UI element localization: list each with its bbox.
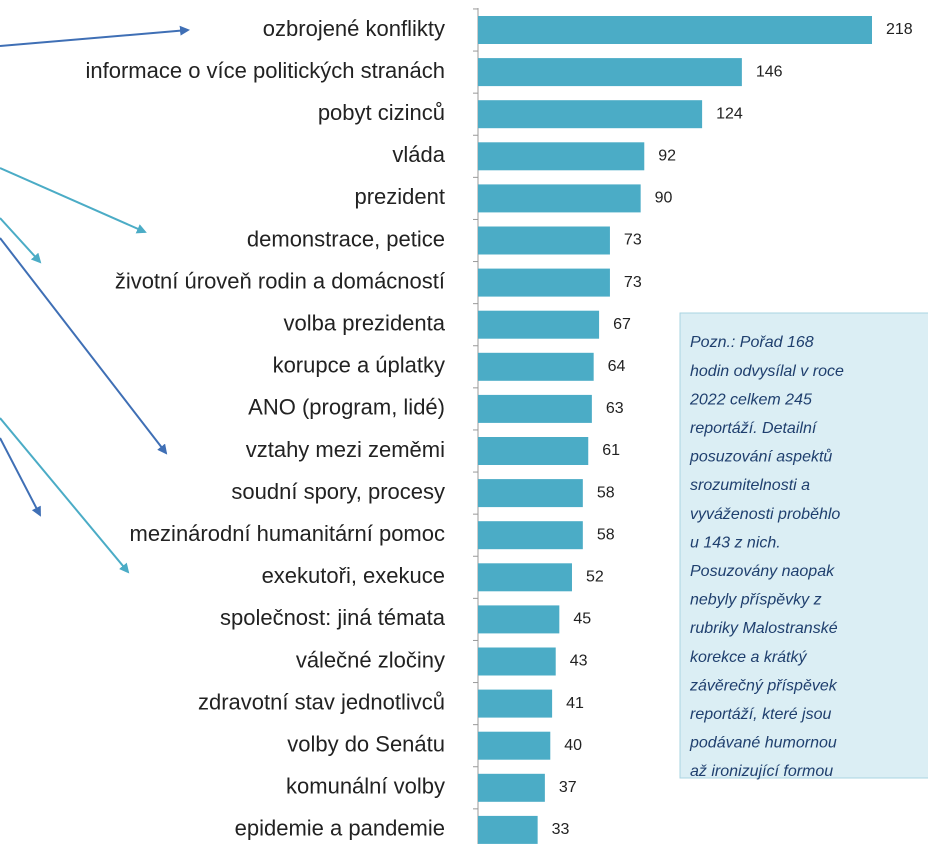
bar (478, 184, 641, 213)
category-label: prezident (354, 184, 445, 209)
bar (478, 437, 589, 465)
category-label: informace o více politických stranách (86, 58, 446, 83)
bar (478, 689, 553, 718)
value-label: 73 (624, 274, 642, 291)
note-line: nebyly příspěvky z (690, 592, 822, 609)
value-label: 90 (655, 190, 673, 207)
value-label: 45 (573, 611, 591, 628)
category-label: exekutoři, exekuce (262, 563, 445, 588)
note-line: reportáží. Detailní (690, 420, 818, 437)
bar (478, 310, 600, 339)
category-label: epidemie a pandemie (235, 816, 445, 841)
value-label: 37 (559, 779, 577, 796)
bar (478, 394, 592, 423)
value-label: 73 (624, 232, 642, 249)
note-line: hodin odvysílal v roce (690, 363, 844, 380)
category-label: volba prezidenta (284, 311, 446, 336)
bar (478, 647, 556, 676)
value-label: 218 (886, 21, 913, 38)
note-line: 2022 celkem 245 (689, 391, 812, 408)
category-label: komunální volby (286, 774, 445, 799)
note-line: srozumitelnosti a (690, 477, 810, 494)
bar (478, 16, 872, 44)
bar (478, 226, 610, 255)
value-label: 52 (586, 569, 604, 586)
value-label: 64 (608, 358, 626, 375)
bar (478, 268, 610, 297)
arrows (0, 25, 190, 574)
category-label: vztahy mezi zeměmi (246, 437, 445, 462)
note-line: reportáží, které jsou (690, 706, 832, 723)
category-label: válečné zločiny (296, 647, 445, 672)
arrow (0, 417, 130, 574)
bar (478, 563, 572, 592)
value-label: 61 (602, 442, 620, 459)
category-label: korupce a úplatky (273, 353, 445, 378)
bar (478, 479, 583, 508)
arrow (0, 217, 42, 264)
bar (478, 521, 583, 550)
value-label: 43 (570, 653, 588, 670)
value-label: 40 (564, 737, 582, 754)
category-label: demonstrace, petice (247, 226, 445, 251)
note-line: korekce a krátký (690, 649, 807, 666)
bar (478, 605, 560, 634)
note-line: rubriky Malostranské (690, 620, 838, 637)
category-label: soudní spory, procesy (231, 479, 445, 504)
bar (478, 773, 545, 802)
value-label: 63 (606, 400, 624, 417)
note-line: posuzování aspektů (689, 448, 832, 466)
value-label: 67 (613, 316, 631, 333)
value-label: 58 (597, 484, 615, 501)
note-line: Pozn.: Pořad 168 (690, 334, 814, 351)
value-label: 41 (566, 695, 584, 712)
arrow (0, 167, 147, 234)
category-label: životní úroveň rodin a domácností (115, 268, 445, 293)
note-line: vyváženosti proběhlo (690, 506, 840, 523)
bar (478, 100, 703, 129)
category-label: ANO (program, lidé) (248, 395, 445, 420)
note-line: až ironizující formou (690, 763, 833, 780)
arrow (0, 25, 190, 47)
category-label: mezinárodní humanitární pomoc (130, 521, 446, 546)
category-label: společnost: jiná témata (220, 605, 446, 630)
value-label: 33 (552, 821, 570, 838)
value-label: 146 (756, 63, 783, 80)
value-label: 92 (658, 148, 676, 165)
bar (478, 142, 645, 171)
bar (478, 352, 594, 381)
arrow (0, 437, 41, 517)
bar (478, 815, 538, 844)
category-label: pobyt cizinců (318, 100, 445, 125)
arrow (0, 237, 168, 455)
value-label: 58 (597, 526, 615, 543)
category-label: vláda (392, 142, 445, 167)
bar (478, 58, 742, 87)
category-label: ozbrojené konflikty (263, 16, 445, 41)
note-line: závěrečný příspěvek (689, 677, 838, 694)
note-line: u 143 z nich. (690, 534, 781, 551)
category-label: volby do Senátu (287, 732, 445, 757)
note-line: podávané humornou (689, 735, 837, 752)
note-line: Posuzovány naopak (690, 563, 835, 580)
category-label: zdravotní stav jednotlivců (198, 689, 445, 714)
bar (478, 731, 551, 760)
value-label: 124 (716, 105, 743, 122)
note-box (679, 312, 928, 779)
